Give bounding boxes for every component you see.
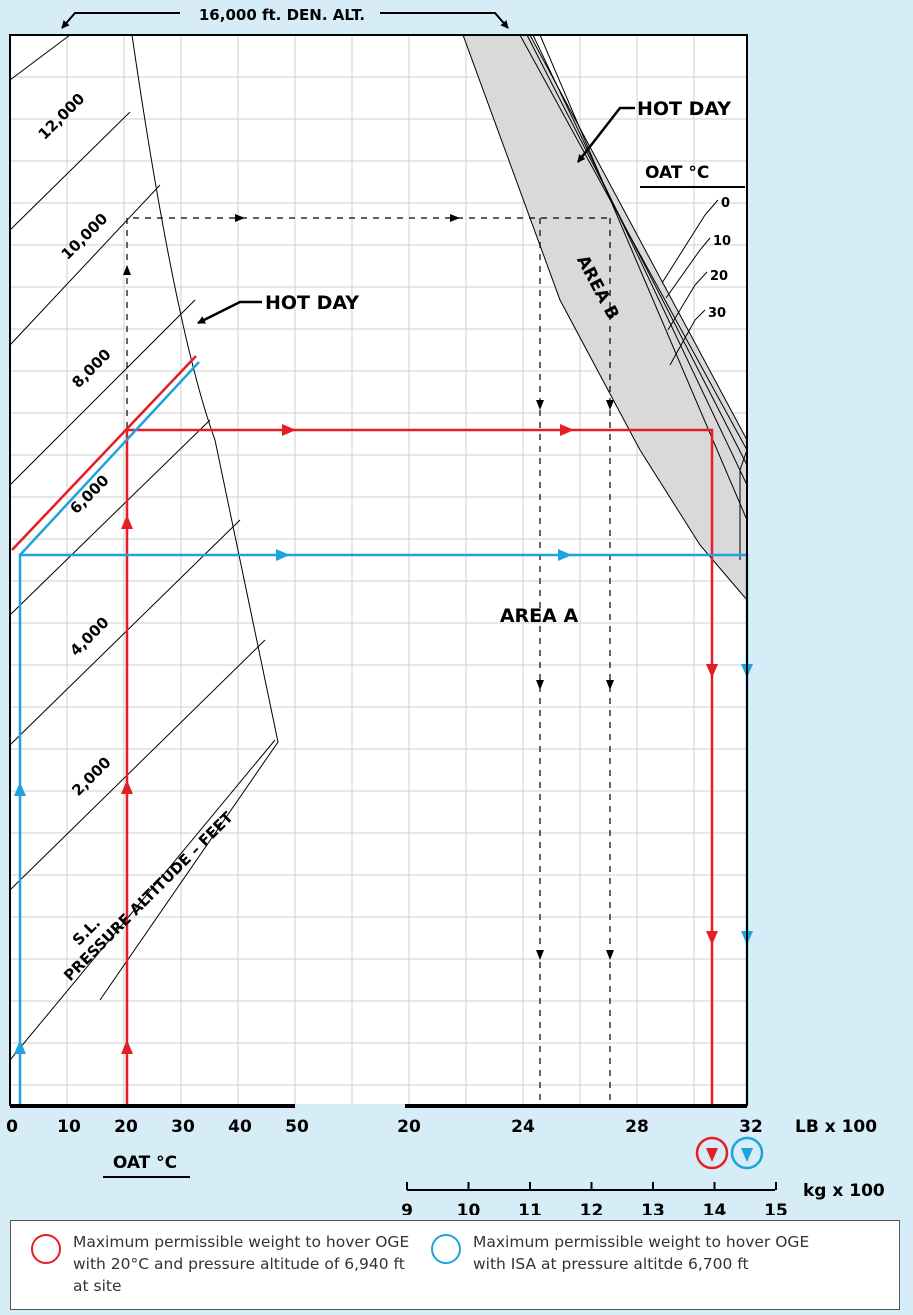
oat-legend-right: OAT °C 0 10 20 30 <box>640 163 745 366</box>
kg-tick-9: 9 <box>401 1201 413 1215</box>
hot-day-label-left: HOT DAY <box>265 292 359 314</box>
lb-tick-32: 32 <box>739 1117 763 1137</box>
density-altitude-title: 16,000 ft. DEN. ALT. <box>61 6 509 29</box>
oat-tick-30: 30 <box>171 1117 195 1137</box>
oat-value-20: 20 <box>710 269 728 284</box>
kg-tick-10: 10 <box>457 1201 481 1215</box>
lb-tick-28: 28 <box>625 1117 649 1137</box>
legend-text-blue: Maximum permissible weight to hover OGE … <box>473 1233 810 1273</box>
area-b-band <box>462 34 748 602</box>
kg-tick-12: 12 <box>580 1201 604 1215</box>
blue-result-circle <box>730 1136 764 1170</box>
kg-axis: 9 10 11 12 13 14 15 <box>401 1182 788 1215</box>
hover-chart: 16,000 ft. DEN. ALT. 12,000 10,000 8,000… <box>6 6 885 1215</box>
oat-value-10: 10 <box>713 234 731 249</box>
grid <box>10 35 747 1105</box>
hot-day-label-right: HOT DAY <box>637 98 731 120</box>
area-a-label: AREA A <box>500 605 579 627</box>
blue-circle-icon <box>431 1234 461 1264</box>
chart-title: 16,000 ft. DEN. ALT. <box>199 6 365 24</box>
red-circle-icon <box>31 1234 61 1264</box>
oat-axis-title: OAT °C <box>113 1153 177 1173</box>
hot-day-right: HOT DAY <box>577 98 731 163</box>
oat-value-30: 30 <box>708 306 726 321</box>
oat-axis-ticks: 0 10 20 30 40 50 <box>6 1117 309 1137</box>
altitude-lines <box>10 35 276 1061</box>
legend: Maximum permissible weight to hover OGE … <box>10 1220 900 1310</box>
red-series-path <box>11 355 718 1105</box>
lb-axis-ticks: 20 24 28 32 <box>397 1117 763 1137</box>
oat-header: OAT °C <box>645 163 709 183</box>
lb-tick-24: 24 <box>511 1117 535 1137</box>
plot-area <box>10 35 747 1105</box>
kg-axis-title: kg x 100 <box>803 1181 885 1201</box>
legend-text-red: Maximum permissible weight to hover OGE … <box>73 1233 410 1295</box>
oat-value-0: 0 <box>721 196 730 211</box>
lb-axis-title: LB x 100 <box>795 1117 877 1137</box>
oat-tick-50: 50 <box>285 1117 309 1137</box>
oat-tick-0: 0 <box>6 1117 18 1137</box>
kg-tick-14: 14 <box>703 1201 727 1215</box>
kg-tick-11: 11 <box>518 1201 542 1215</box>
kg-tick-15: 15 <box>764 1201 788 1215</box>
oat-tick-20: 20 <box>114 1117 138 1137</box>
kg-tick-13: 13 <box>641 1201 665 1215</box>
red-result-circle <box>695 1136 729 1170</box>
hot-day-left: HOT DAY <box>197 292 359 325</box>
oat-tick-10: 10 <box>57 1117 81 1137</box>
hot-day-curve-left <box>99 34 279 1001</box>
lb-tick-20: 20 <box>397 1117 421 1137</box>
oat-tick-40: 40 <box>228 1117 252 1137</box>
